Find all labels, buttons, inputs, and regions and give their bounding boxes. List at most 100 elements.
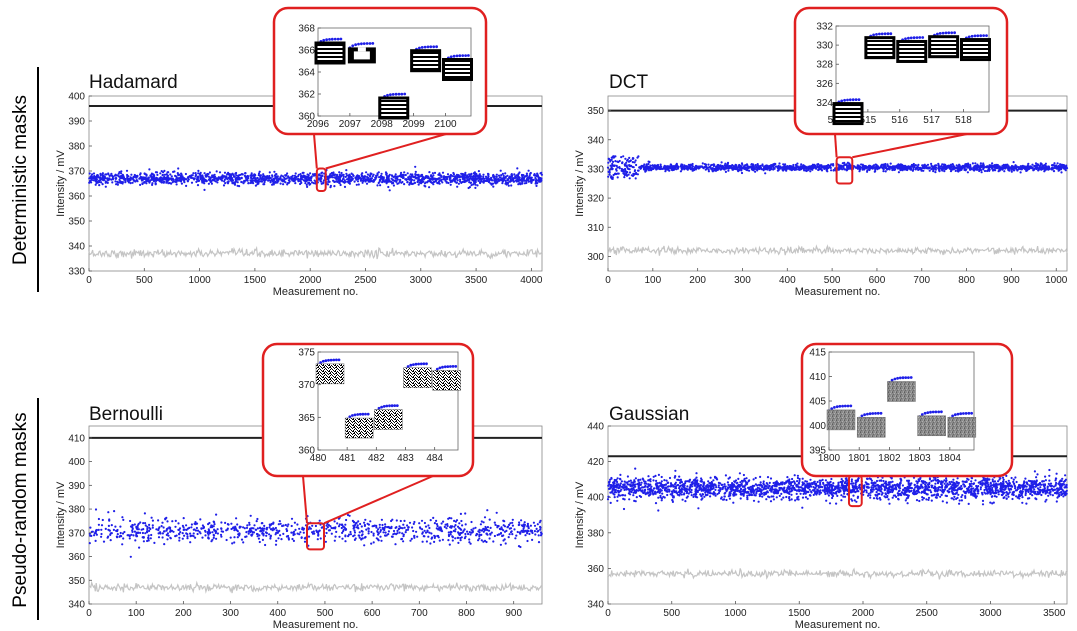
- inset-data-point: [423, 45, 427, 49]
- data-point: [129, 525, 133, 528]
- data-point: [858, 166, 862, 169]
- inset-data-point: [414, 362, 418, 366]
- data-point: [608, 173, 611, 176]
- data-point: [277, 537, 280, 540]
- data-point: [464, 512, 467, 515]
- data-point: [207, 528, 210, 531]
- inset-y-tick-label: 360: [298, 446, 315, 457]
- data-point: [252, 179, 255, 182]
- data-point: [415, 177, 418, 180]
- chart-title: Bernoulli: [89, 404, 163, 425]
- data-point: [226, 178, 229, 181]
- data-point: [893, 166, 897, 169]
- data-point: [744, 164, 747, 167]
- data-point: [470, 184, 473, 187]
- data-point: [511, 518, 514, 521]
- data-point: [123, 530, 126, 534]
- data-point: [496, 180, 499, 183]
- data-point: [186, 179, 189, 182]
- data-point: [160, 176, 163, 179]
- data-point: [200, 527, 203, 530]
- data-point: [935, 164, 938, 167]
- data-point: [474, 183, 477, 186]
- data-point: [403, 183, 406, 186]
- data-point: [907, 167, 910, 170]
- data-point: [504, 542, 507, 545]
- data-point: [868, 164, 871, 167]
- data-point: [505, 181, 508, 184]
- data-point: [790, 167, 793, 170]
- data-point: [401, 173, 404, 176]
- data-point: [162, 526, 165, 529]
- inset-x-tick-label: 2097: [339, 119, 362, 130]
- data-point: [344, 540, 347, 543]
- data-point: [185, 524, 188, 527]
- data-point: [1010, 170, 1013, 173]
- data-point: [526, 177, 529, 181]
- data-point: [361, 172, 364, 175]
- data-point: [110, 174, 114, 177]
- data-point: [264, 543, 267, 547]
- data-point: [266, 175, 269, 178]
- data-point: [455, 519, 459, 522]
- data-point: [396, 529, 399, 533]
- data-point: [391, 175, 394, 178]
- data-point: [463, 528, 466, 531]
- data-point: [232, 174, 235, 177]
- data-point: [450, 517, 453, 520]
- data-point: [273, 528, 276, 531]
- data-point: [388, 173, 391, 176]
- data-point: [653, 166, 656, 169]
- data-point: [201, 524, 204, 527]
- data-point: [351, 173, 354, 176]
- data-point: [95, 529, 98, 532]
- data-point: [1057, 169, 1060, 172]
- data-point: [216, 532, 219, 535]
- data-point: [131, 524, 134, 527]
- data-point: [263, 183, 266, 186]
- data-point: [235, 176, 238, 179]
- data-point: [675, 168, 678, 171]
- data-point: [233, 183, 237, 186]
- data-point: [484, 175, 488, 178]
- data-point: [172, 178, 175, 181]
- data-point: [147, 534, 150, 537]
- data-point: [336, 522, 339, 525]
- data-point: [395, 180, 398, 183]
- data-point: [387, 533, 390, 536]
- y-axis-label: Intensity / mV: [55, 481, 67, 548]
- data-point: [497, 524, 500, 528]
- data-point: [309, 179, 313, 182]
- data-point: [129, 555, 132, 558]
- data-point: [294, 182, 297, 185]
- data-point: [167, 182, 170, 185]
- x-axis-label: Measurement no.: [795, 286, 881, 298]
- data-point: [377, 539, 380, 542]
- inset-y-tick-label: 324: [816, 98, 833, 109]
- data-point: [1041, 167, 1044, 170]
- data-point: [143, 181, 146, 184]
- data-point: [1051, 163, 1055, 167]
- data-point: [118, 171, 121, 174]
- data-point: [100, 524, 104, 527]
- data-point: [304, 182, 307, 185]
- data-point: [136, 524, 139, 527]
- data-point: [96, 175, 99, 178]
- data-point: [370, 530, 373, 534]
- data-point: [1015, 165, 1018, 168]
- inset-data-point: [912, 36, 916, 40]
- data-point: [880, 163, 884, 166]
- data-point: [90, 178, 94, 182]
- data-point: [773, 163, 776, 166]
- data-point: [988, 164, 991, 167]
- data-point: [339, 183, 342, 187]
- data-point: [328, 529, 331, 532]
- data-point: [330, 532, 333, 535]
- inset-data-point: [393, 404, 397, 407]
- data-point: [148, 526, 151, 529]
- inset-x-tick-label: 482: [368, 453, 385, 464]
- data-point: [493, 179, 496, 182]
- data-point: [347, 181, 350, 184]
- data-point: [418, 181, 421, 184]
- data-point: [97, 517, 100, 521]
